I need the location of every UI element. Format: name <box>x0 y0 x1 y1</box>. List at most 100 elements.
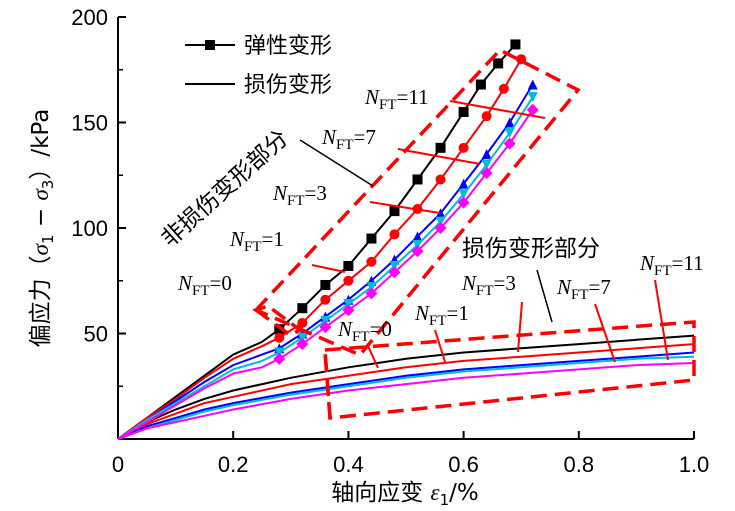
data-point-nft11 <box>365 287 378 300</box>
data-point-nft3 <box>527 79 538 90</box>
svg-text:NFT=3: NFT=3 <box>272 181 327 209</box>
data-point-nft0 <box>297 303 308 314</box>
damage-region-label: 损伤变形部分 <box>462 236 600 262</box>
data-point-nft11 <box>457 196 470 209</box>
svg-text:NFT=0: NFT=0 <box>177 271 232 299</box>
elastic-line-nft1 <box>117 58 523 440</box>
data-point-nft1 <box>435 174 446 185</box>
data-point-nft7 <box>504 128 515 139</box>
data-point-nft11 <box>319 321 332 334</box>
data-point-nft1 <box>274 332 285 343</box>
y-tick-label: 200 <box>71 5 108 30</box>
data-point-nft11 <box>526 103 539 116</box>
damage-line-nft7 <box>117 355 695 440</box>
data-point-nft3 <box>435 208 446 219</box>
data-point-nft7 <box>527 92 538 103</box>
legend-marker-square <box>205 40 215 50</box>
data-point-nft7 <box>366 282 377 293</box>
svg-text:NFT=1: NFT=1 <box>229 227 284 255</box>
data-point-nft1 <box>366 256 377 267</box>
data-point-nft0 <box>458 106 469 117</box>
data-point-nft0 <box>366 233 377 244</box>
data-point-nft7 <box>320 315 331 326</box>
elastic-label-nft7: NFT=7 <box>299 125 481 187</box>
svg-text:NFT=0: NFT=0 <box>337 317 392 345</box>
data-point-nft3 <box>481 149 492 160</box>
nondamage-region-box <box>253 47 581 358</box>
svg-text:NFT=1: NFT=1 <box>414 301 469 329</box>
data-point-nft7 <box>481 159 492 170</box>
y-tick-label: 150 <box>71 111 108 136</box>
elastic-series <box>117 39 539 440</box>
damage-label-nft0: NFT=0 <box>337 317 392 369</box>
x-tick-label: 0.4 <box>333 452 364 477</box>
data-point-nft0 <box>320 279 331 290</box>
x-tick-label: 0.6 <box>448 452 479 477</box>
damage-series <box>117 334 695 440</box>
data-point-nft11 <box>503 137 516 150</box>
data-point-nft0 <box>493 58 504 69</box>
damage-leader-black <box>536 269 553 323</box>
x-axis-title: 轴向应变 ε1/% <box>331 480 479 509</box>
elastic-label-nft1: NFT=1 <box>229 227 346 273</box>
data-point-nft7 <box>297 332 308 343</box>
data-point-nft0 <box>389 206 400 217</box>
data-point-nft1 <box>343 275 354 286</box>
data-point-nft0 <box>435 142 446 153</box>
damage-line-nft3 <box>117 351 695 440</box>
data-point-nft0 <box>510 39 521 50</box>
data-point-nft0 <box>412 174 423 185</box>
data-point-nft3 <box>458 178 469 189</box>
x-ticks: 0 0.2 0.4 0.6 0.8 1.0 <box>112 431 709 477</box>
damage-line-nft0 <box>117 334 695 440</box>
damage-label-nft3: NFT=3 <box>461 269 553 353</box>
y-axis-title: 偏应力（σ1 − σ3）/kPa <box>28 109 57 348</box>
nondamage-leader <box>299 139 374 187</box>
damage-line-nft11 <box>117 362 695 440</box>
elastic-label-nft3: NFT=3 <box>272 181 441 214</box>
damage-label-nft7: NFT=7 <box>556 275 616 363</box>
data-point-nft7 <box>389 260 400 271</box>
x-tick-label: 0.8 <box>564 452 595 477</box>
data-point-nft1 <box>320 294 331 305</box>
legend-label-damage: 损伤变形 <box>244 73 332 98</box>
nondamage-region-box-inner <box>252 304 304 338</box>
data-point-nft1 <box>297 317 308 328</box>
data-point-nft11 <box>273 352 286 365</box>
data-point-nft0 <box>343 260 354 271</box>
x-tick-label: 0.2 <box>218 452 249 477</box>
elastic-line-nft3 <box>117 83 534 440</box>
y-tick-label: 50 <box>84 322 108 347</box>
x-tick-label: 1.0 <box>679 452 710 477</box>
y-tick-label: 100 <box>71 216 108 241</box>
data-point-nft1 <box>458 142 469 153</box>
data-point-nft7 <box>435 216 446 227</box>
data-point-nft1 <box>516 54 527 65</box>
damage-box-divider <box>323 351 332 419</box>
svg-text:NFT=7: NFT=7 <box>321 125 376 153</box>
svg-text:NFT=11: NFT=11 <box>364 85 429 113</box>
elastic-label-nft0: NFT=0 <box>177 271 232 299</box>
data-point-nft1 <box>498 83 509 94</box>
data-point-nft3 <box>504 117 515 128</box>
data-point-nft7 <box>343 298 354 309</box>
damage-label-nft11: NFT=11 <box>639 251 704 361</box>
data-point-nft11 <box>296 338 309 351</box>
legend-label-elastic: 弹性变形 <box>244 34 332 59</box>
data-point-nft11 <box>411 245 424 258</box>
damage-region-box <box>323 320 696 420</box>
data-point-nft0 <box>475 79 486 90</box>
svg-text:NFT=3: NFT=3 <box>461 271 516 299</box>
x-tick-label: 0 <box>112 452 124 477</box>
data-point-nft11 <box>342 304 355 317</box>
elastic-label-nft11: NFT=11 <box>364 85 546 119</box>
data-point-nft7 <box>412 239 423 250</box>
data-point-nft7 <box>458 189 469 200</box>
legend: 弹性变形 损伤变形 <box>185 34 332 98</box>
data-point-nft11 <box>388 266 401 279</box>
svg-text:NFT=7: NFT=7 <box>556 275 611 303</box>
data-point-nft3 <box>412 231 423 242</box>
svg-text:NFT=11: NFT=11 <box>639 251 704 279</box>
damage-line-nft1 <box>117 343 695 440</box>
region-boxes <box>252 47 696 420</box>
